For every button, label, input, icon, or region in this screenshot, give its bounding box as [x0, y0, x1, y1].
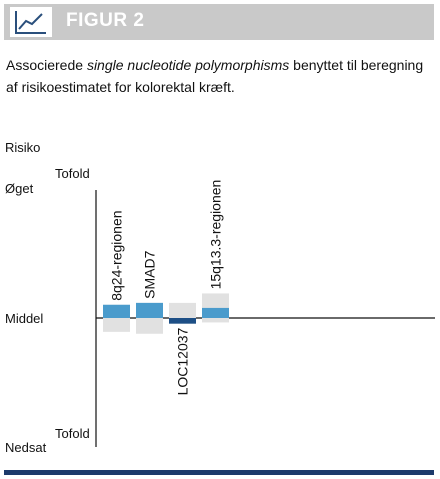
- estimate-bar: [103, 304, 130, 318]
- estimate-bar: [202, 307, 229, 318]
- y-tick-label: Øget: [5, 181, 34, 196]
- y-axis-title: Risiko: [5, 140, 40, 155]
- y-tick-label: Middel: [5, 311, 43, 326]
- category-label: LOC12037: [175, 327, 191, 395]
- caption-italic: single nucleotide polymorphisms: [86, 57, 290, 73]
- y-tick-sublabel: Tofold: [55, 166, 90, 181]
- figure-caption: Associerede single nucleotide polymorphi…: [6, 54, 434, 98]
- estimate-bar: [169, 318, 196, 324]
- category-label: SMAD7: [142, 250, 158, 298]
- line-chart-icon: [10, 7, 52, 37]
- estimate-bar: [136, 302, 163, 318]
- y-tick-sublabel: Tofold: [55, 426, 90, 441]
- category-label: 15q13.3-regionen: [208, 180, 224, 290]
- caption-text-start: Associerede: [6, 57, 87, 73]
- caption-text-end: benyttet til beregning af risikoestimate…: [6, 57, 424, 95]
- category-label: 8q24-regionen: [109, 210, 125, 300]
- y-tick-label: Nedsat: [5, 440, 47, 455]
- footer-bar: [4, 470, 434, 475]
- figure-header: FIGUR 2: [4, 4, 434, 40]
- range-box: [202, 293, 229, 323]
- figure-title: FIGUR 2: [66, 10, 145, 31]
